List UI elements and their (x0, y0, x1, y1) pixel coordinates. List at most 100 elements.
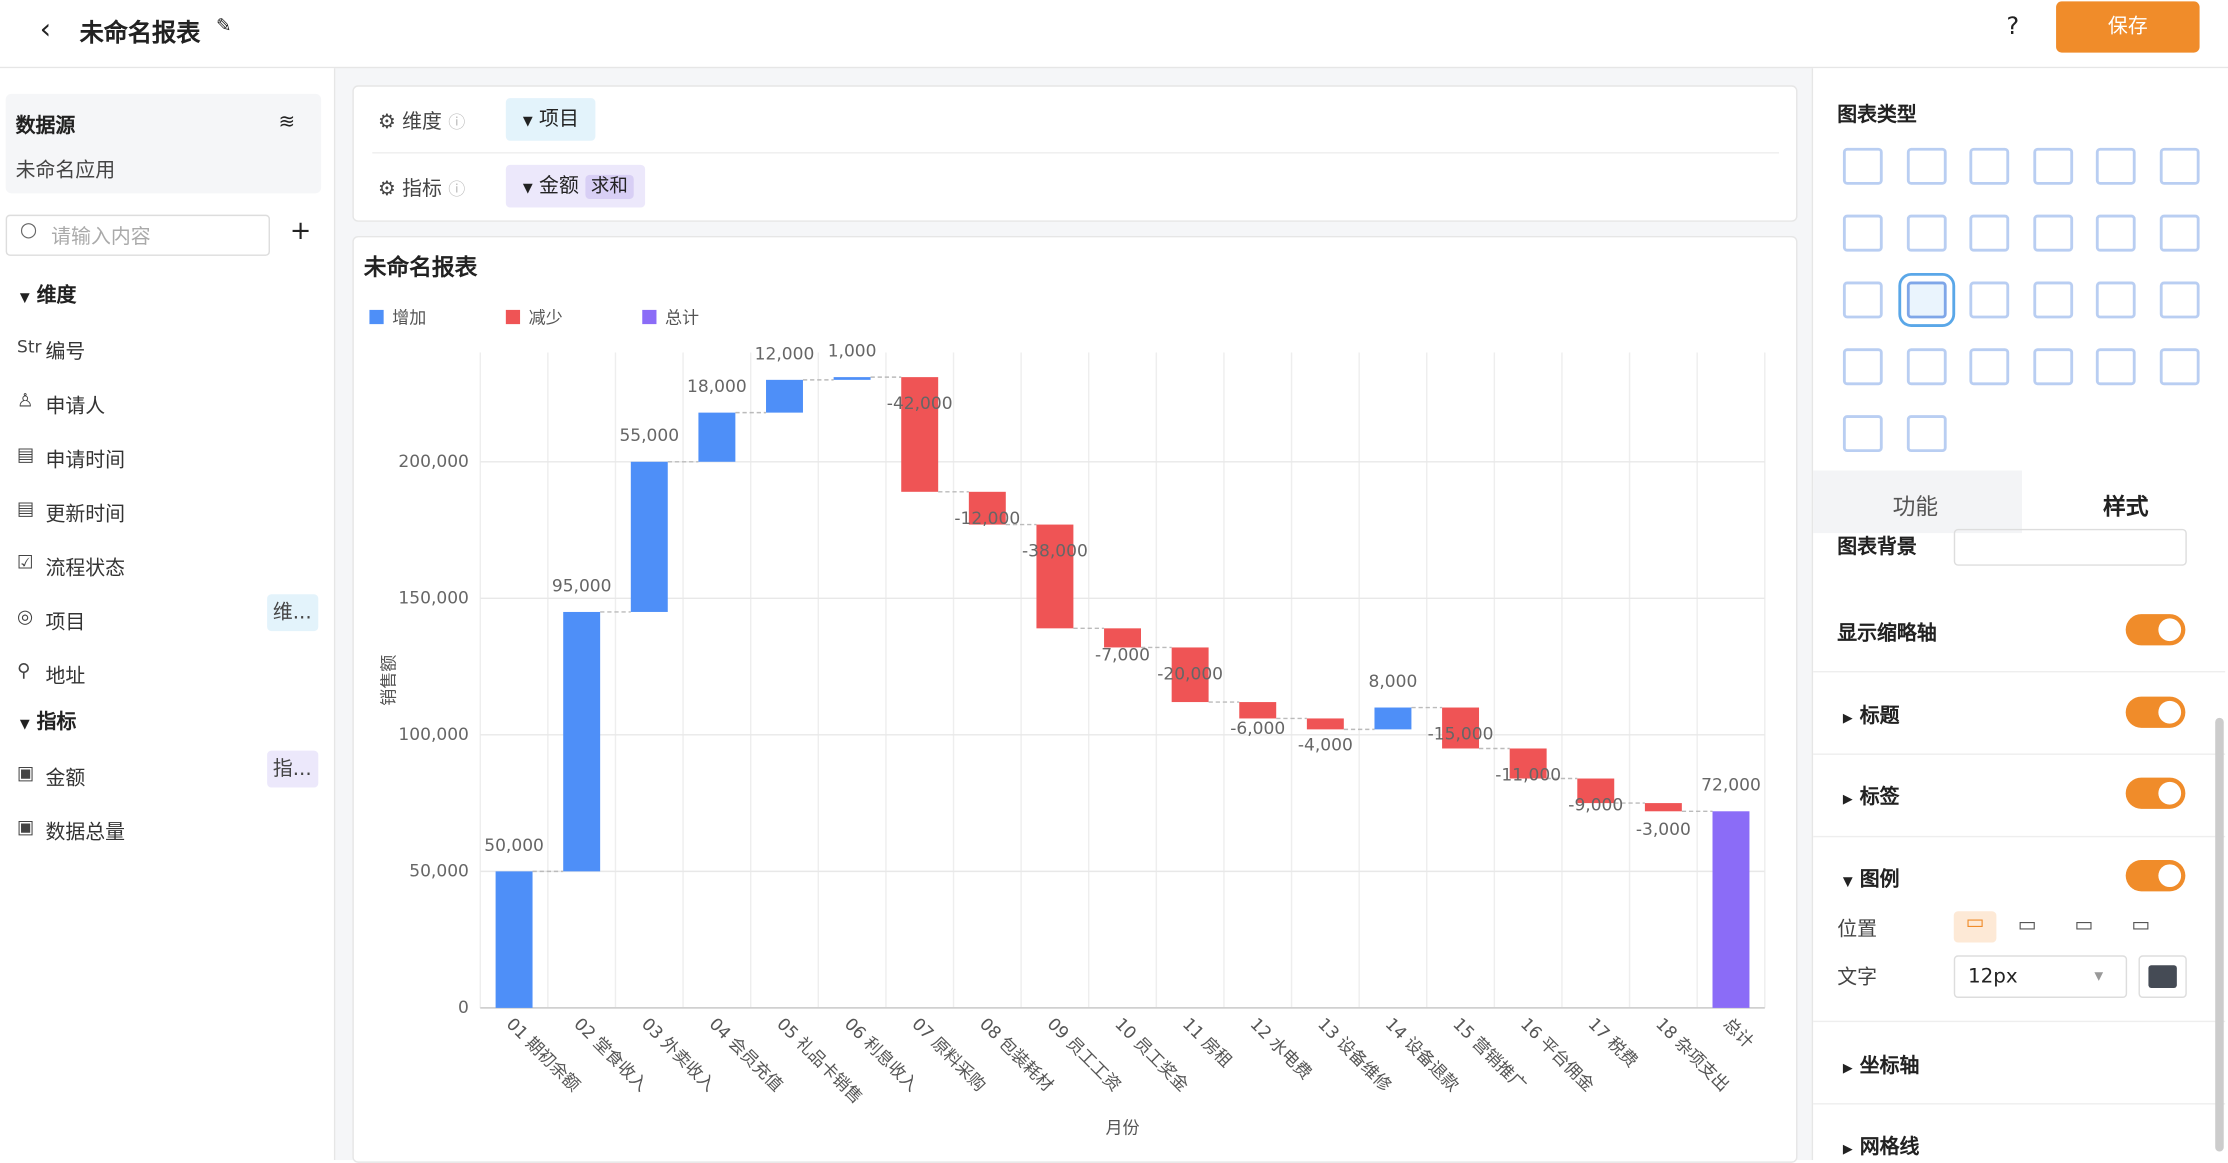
field-tag: 维... (267, 594, 319, 632)
value-label: 72,000 (1701, 776, 1761, 796)
chart-type-icon[interactable] (1906, 214, 1947, 252)
background-label: 图表背景 (1837, 535, 1917, 559)
value-label: -12,000 (954, 509, 1020, 529)
save-button[interactable]: 保存 (2056, 1, 2200, 53)
field-icon: ▣ (17, 763, 35, 785)
position-bottom[interactable]: ▭ (2074, 914, 2094, 937)
value-label: -7,000 (1095, 645, 1150, 665)
metric-chip[interactable]: ▼ 金额 求和 (505, 164, 645, 208)
legend-toggle[interactable] (2125, 860, 2186, 892)
y-tick-label: 100,000 (398, 725, 468, 745)
background-input[interactable] (1953, 528, 2187, 566)
dimension-title-text: 维度 (36, 284, 77, 308)
chart-type-icon[interactable] (2159, 214, 2200, 252)
axis-label: 坐标轴 (1859, 1054, 1920, 1078)
chart-type-icon[interactable] (2096, 281, 2137, 319)
field-name[interactable]: 数据总量 (45, 821, 126, 845)
x-axis-label: 月份 (1105, 1119, 1139, 1139)
chart-type-icon[interactable] (2033, 281, 2073, 319)
chart-type-icon[interactable] (1842, 214, 1883, 252)
help-button[interactable]: ? (2006, 12, 2020, 42)
field-name[interactable]: 金额 (45, 767, 86, 791)
field-name[interactable]: 项目 (45, 611, 86, 635)
field-name[interactable]: 流程状态 (45, 557, 126, 581)
chart: 未命名报表 增加 减少 总计050,000100,000150,000200,000… (364, 254, 1766, 1139)
bar (1104, 628, 1141, 648)
chart-type-icon[interactable] (1906, 147, 1947, 185)
divider (1813, 835, 2226, 838)
field-icon: ♙ (17, 390, 34, 413)
field-name[interactable]: 更新时间 (45, 503, 126, 526)
position-top[interactable]: ▭ (1953, 911, 1997, 943)
field-name[interactable]: 申请人 (45, 395, 106, 418)
legend-swatch (369, 309, 384, 325)
dimension-title: ▼ 维度 (19, 284, 77, 308)
chart-type-icon[interactable] (2159, 348, 2200, 386)
source-name: 未命名应用 (15, 159, 116, 182)
chart-type-icon[interactable] (1969, 147, 2010, 185)
field-name[interactable]: 编号 (45, 341, 86, 364)
value-label: 50,000 (484, 836, 544, 856)
field-prefix: Str (17, 336, 42, 357)
thumb-axis-toggle[interactable] (2125, 614, 2186, 646)
value-label: 55,000 (619, 426, 679, 446)
source-icon[interactable]: ≋ (278, 110, 296, 134)
chart-type-icon[interactable] (2033, 147, 2073, 185)
back-button[interactable]: ‹ (39, 11, 52, 46)
bar (1577, 778, 1615, 804)
chart-type-icon[interactable] (2159, 281, 2200, 319)
legend-label: 增加 (392, 308, 426, 328)
value-label: 8,000 (1369, 672, 1418, 692)
chart-type-icon[interactable] (1969, 214, 2010, 252)
chart-type-icon[interactable] (2033, 214, 2073, 252)
title-row[interactable]: ▶ 标题 (1842, 705, 1900, 728)
chart-type-icon[interactable] (1842, 348, 1883, 386)
chart-type-icon[interactable] (1969, 281, 2010, 319)
bar (1306, 718, 1344, 730)
chart-type-icon[interactable] (2096, 214, 2137, 252)
dimension-chip[interactable]: ▼ 项目 (505, 98, 596, 141)
field-icon: ◎ (17, 607, 34, 629)
value-label: -42,000 (887, 394, 953, 414)
title-toggle[interactable] (2125, 696, 2186, 728)
bar (901, 377, 939, 492)
x-tick-label: 12 水电费 (1246, 1014, 1315, 1084)
chart-type-icon[interactable] (1906, 348, 1947, 386)
value-label: 1,000 (828, 342, 877, 362)
field-icon: ▤ (17, 498, 35, 521)
chart-type-icon[interactable] (1842, 147, 1883, 185)
chart-type-icon[interactable] (1842, 281, 1883, 319)
chart-type-icon[interactable] (2033, 348, 2073, 386)
field-name[interactable]: 地址 (45, 665, 86, 689)
position-left[interactable]: ▭ (2131, 914, 2151, 937)
gridline-row[interactable]: ▶ 网格线 (1842, 1135, 1920, 1159)
chart-type-icon[interactable] (1897, 272, 1955, 327)
chart-type-icon[interactable] (2096, 147, 2137, 185)
legend-row[interactable]: ▼ 图例 (1842, 868, 1900, 892)
field-tag: 指... (267, 750, 319, 788)
search-box[interactable] (5, 214, 270, 256)
axis-row[interactable]: ▶ 坐标轴 (1842, 1054, 1920, 1078)
chart-type-icon[interactable] (2096, 348, 2137, 386)
font-size-select[interactable] (1953, 955, 2128, 998)
scrollbar[interactable] (2215, 717, 2224, 1152)
metric-value: 金额 (539, 174, 579, 198)
dimension-value: 项目 (539, 108, 579, 131)
position-right[interactable]: ▭ (2017, 914, 2037, 937)
edit-icon[interactable]: ✎ (215, 15, 232, 37)
chart-type-icon[interactable] (1906, 415, 1947, 453)
field-name[interactable]: 申请时间 (45, 449, 126, 472)
tab-function[interactable]: 功能 (1892, 493, 1939, 521)
chart-type-icon[interactable] (1969, 348, 2010, 386)
chart-type-icon[interactable] (1842, 415, 1883, 453)
dimension-label: 维度 (402, 110, 442, 134)
field-icon: ▤ (17, 444, 35, 467)
title-label: 标题 (1859, 705, 1900, 728)
add-button[interactable]: + (289, 216, 312, 246)
label-row[interactable]: ▶ 标签 (1842, 786, 1900, 809)
color-picker[interactable] (2138, 955, 2187, 998)
x-tick-label: 17 税费 (1584, 1014, 1641, 1071)
tab-style[interactable]: 样式 (2102, 493, 2149, 521)
label-toggle[interactable] (2125, 777, 2186, 809)
chart-type-icon[interactable] (2159, 147, 2200, 185)
